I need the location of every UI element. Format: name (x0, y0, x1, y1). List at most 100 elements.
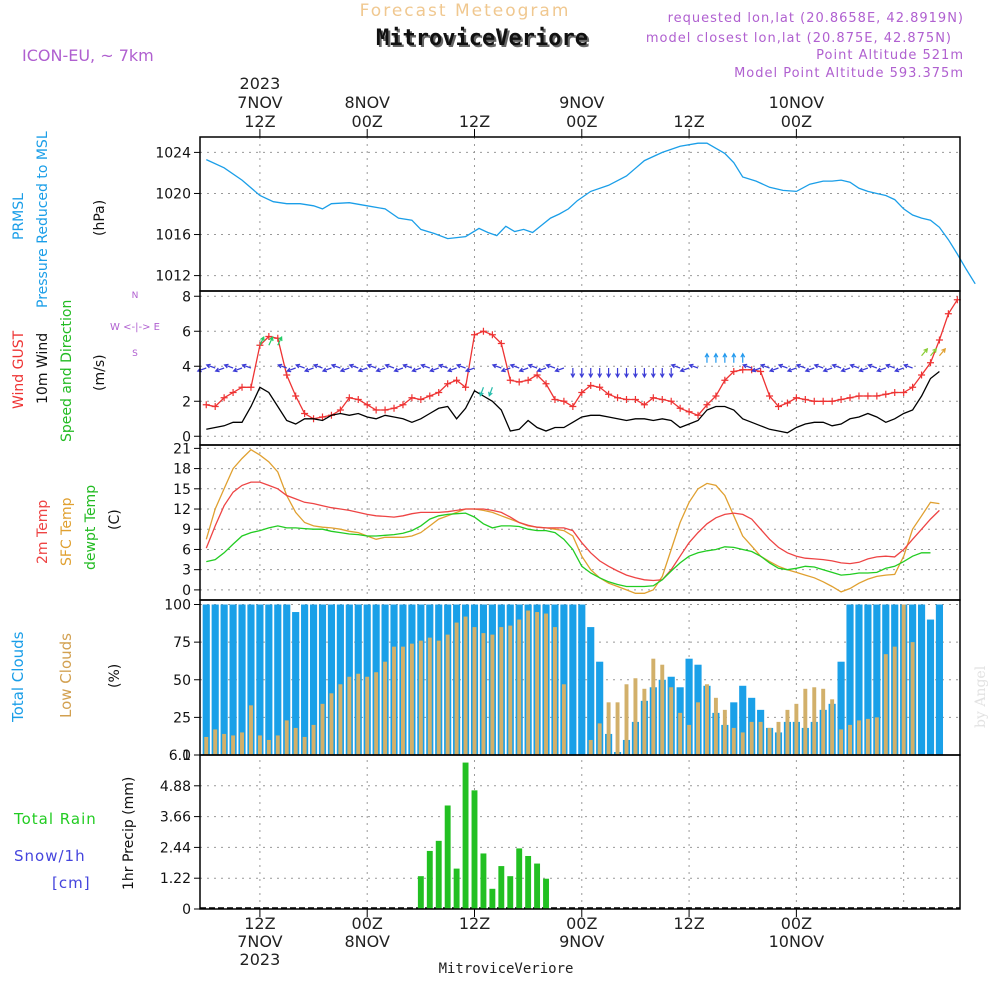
wind-arrow-icon (402, 363, 413, 369)
label-2m-temp: 2m Temp (35, 500, 51, 564)
low-cloud-bar (669, 687, 674, 755)
label-ms: (m/s) (92, 354, 108, 391)
wind-arrow-icon (688, 363, 699, 369)
y-tick-label: 25 (173, 710, 191, 726)
gust-marker (202, 401, 210, 409)
label-total-rain: Total Rain (13, 810, 97, 828)
low-cloud-bar (624, 684, 629, 755)
rain-bar (480, 853, 487, 909)
total-cloud-bar (935, 604, 944, 755)
gust-marker (578, 389, 586, 396)
low-cloud-bar (856, 720, 861, 755)
total-cloud-bar (569, 604, 577, 755)
low-cloud-bar (812, 687, 817, 755)
wind-arrow-icon (479, 387, 484, 397)
wind-arrow-icon (902, 363, 913, 369)
rain-bar (489, 888, 496, 909)
wind-arrow-icon (885, 363, 895, 369)
low-cloud-bar (633, 678, 638, 755)
gust-marker (614, 394, 622, 402)
gust-marker (533, 371, 541, 379)
wind-arrow-icon (867, 363, 878, 369)
total-cloud-bar (292, 612, 300, 755)
rain-bar (498, 866, 505, 909)
gust-marker (515, 378, 523, 386)
gust-marker (220, 394, 228, 402)
gust-marker (918, 371, 926, 379)
low-cloud-bar (722, 709, 727, 755)
total-cloud-bar (256, 604, 264, 755)
low-cloud-bar (785, 709, 790, 755)
label-speed-direction: Speed and Direction (59, 300, 75, 442)
gust-marker (658, 396, 666, 403)
time-label-top: 8NOV (344, 93, 389, 112)
rain-bar (543, 878, 549, 909)
y-tick-label: 3.66 (160, 810, 191, 826)
y-tick-label: 2.44 (160, 840, 191, 856)
low-cloud-bar (883, 654, 888, 755)
gust-marker (837, 396, 845, 403)
label-c: (C) (107, 509, 123, 530)
wind-arrow-icon (277, 363, 287, 369)
wind-arrow-icon (650, 368, 656, 379)
wind-arrow-icon (294, 363, 305, 369)
wind-arrow-icon (670, 363, 681, 369)
label-wind-gust: Wind GUST (11, 330, 27, 409)
total-cloud-bar (309, 604, 318, 755)
y-tick-label: 2 (182, 394, 191, 410)
time-label-top: 00Z (352, 112, 383, 131)
total-cloud-bar (685, 658, 693, 755)
total-cloud-bar (846, 604, 854, 755)
low-cloud-bar (508, 625, 513, 755)
wind-arrow-icon (411, 367, 422, 373)
low-cloud-bar (526, 610, 531, 755)
time-label-top: 12Z (459, 112, 490, 131)
wind-arrow-icon (277, 335, 283, 346)
wind-arrow-icon (205, 363, 216, 369)
low-cloud-bar (365, 676, 370, 755)
wind-arrow-icon (393, 367, 404, 373)
wind-arrow-icon (527, 363, 538, 369)
wind-arrow-icon (759, 363, 770, 369)
gust-marker (846, 394, 854, 402)
gust-marker (855, 392, 863, 400)
gust-marker (229, 389, 237, 396)
wind-arrow-icon (536, 367, 547, 373)
total-cloud-bar (202, 604, 210, 755)
wind-arrow-icon (286, 367, 296, 373)
gust-marker (596, 383, 604, 391)
low-cloud-bar (418, 640, 423, 755)
total-cloud-bar (211, 604, 219, 755)
clouds-panel (202, 604, 944, 755)
precip-panel (200, 762, 960, 909)
time-label-bottom: 7NOV (237, 932, 282, 951)
low-cloud-bar (436, 640, 441, 755)
low-cloud-bar (320, 703, 325, 755)
low-cloud-bar (892, 646, 897, 755)
wind-arrow-icon (330, 363, 341, 369)
low-cloud-bar (535, 612, 540, 755)
gust-marker (605, 390, 613, 398)
rain-bar (444, 805, 451, 909)
low-cloud-bar (222, 733, 227, 755)
wind-arrow-icon (214, 367, 225, 373)
gust-marker (774, 403, 782, 410)
total-cloud-bar (739, 685, 747, 755)
low-cloud-bar (713, 697, 718, 755)
gust-marker (792, 394, 800, 402)
low-cloud-bar (356, 673, 361, 755)
low-cloud-bar (642, 688, 647, 755)
gust-marker (462, 383, 470, 391)
low-cloud-bar (696, 702, 700, 755)
temperature-panel (205, 448, 940, 594)
low-cloud-bar (597, 723, 602, 755)
low-cloud-bar (651, 658, 656, 755)
wind-arrow-icon (597, 368, 603, 379)
y-tick-label: 1012 (155, 269, 191, 285)
wind-panel (196, 296, 961, 434)
low-cloud-bar (329, 693, 334, 755)
rain-bar (426, 850, 433, 909)
station-title: MitroviceVeriore (376, 26, 588, 51)
y-tick-label: 6 (182, 324, 191, 340)
